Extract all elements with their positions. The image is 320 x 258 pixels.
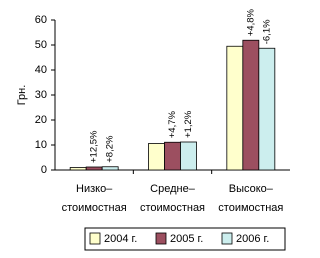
y-tick-label: 20 xyxy=(35,114,47,126)
legend-box xyxy=(84,227,286,251)
x-tick-label: Средне– xyxy=(150,183,196,195)
legend-swatch xyxy=(221,232,233,245)
bar xyxy=(242,39,260,171)
x-tick-label: Низко– xyxy=(76,183,113,195)
change-label: +8,2% xyxy=(105,135,116,163)
bar xyxy=(164,141,181,171)
y-tick-label: 10 xyxy=(35,139,47,151)
y-tick-label: 60 xyxy=(35,14,47,26)
bar xyxy=(258,47,276,171)
bar xyxy=(69,167,87,171)
bar xyxy=(226,45,244,171)
x-tick-label: стоимостная xyxy=(62,202,127,214)
legend-swatch xyxy=(155,232,167,245)
bar xyxy=(101,166,119,171)
chart: Грн. 0 10 20 30 40 50 60 Низко– стоимостная +12,5… xyxy=(16,8,290,251)
x-tick-label: стоимостная xyxy=(140,202,205,214)
x-tick-label: стоимостная xyxy=(218,202,283,214)
change-label: +12,5% xyxy=(89,130,100,163)
change-label: -6,1% xyxy=(261,19,272,44)
change-label: +4,8% xyxy=(245,8,256,36)
change-label: +1,2% xyxy=(183,110,194,138)
legend-label: 2006 г. xyxy=(236,233,269,245)
bar xyxy=(148,143,165,171)
y-tick-label: 0 xyxy=(41,164,47,176)
bar xyxy=(180,141,197,171)
legend-label: 2005 г. xyxy=(170,233,203,245)
y-axis-label: Грн. xyxy=(16,85,28,106)
change-label: +4,7% xyxy=(167,110,178,138)
x-tick-label: Высоко– xyxy=(229,183,274,195)
y-tick-label: 30 xyxy=(35,89,47,101)
bar xyxy=(85,166,103,171)
legend-swatch xyxy=(89,232,101,245)
y-tick-label: 40 xyxy=(35,64,47,76)
legend-label: 2004 г. xyxy=(104,233,137,245)
y-tick-label: 50 xyxy=(35,39,47,51)
